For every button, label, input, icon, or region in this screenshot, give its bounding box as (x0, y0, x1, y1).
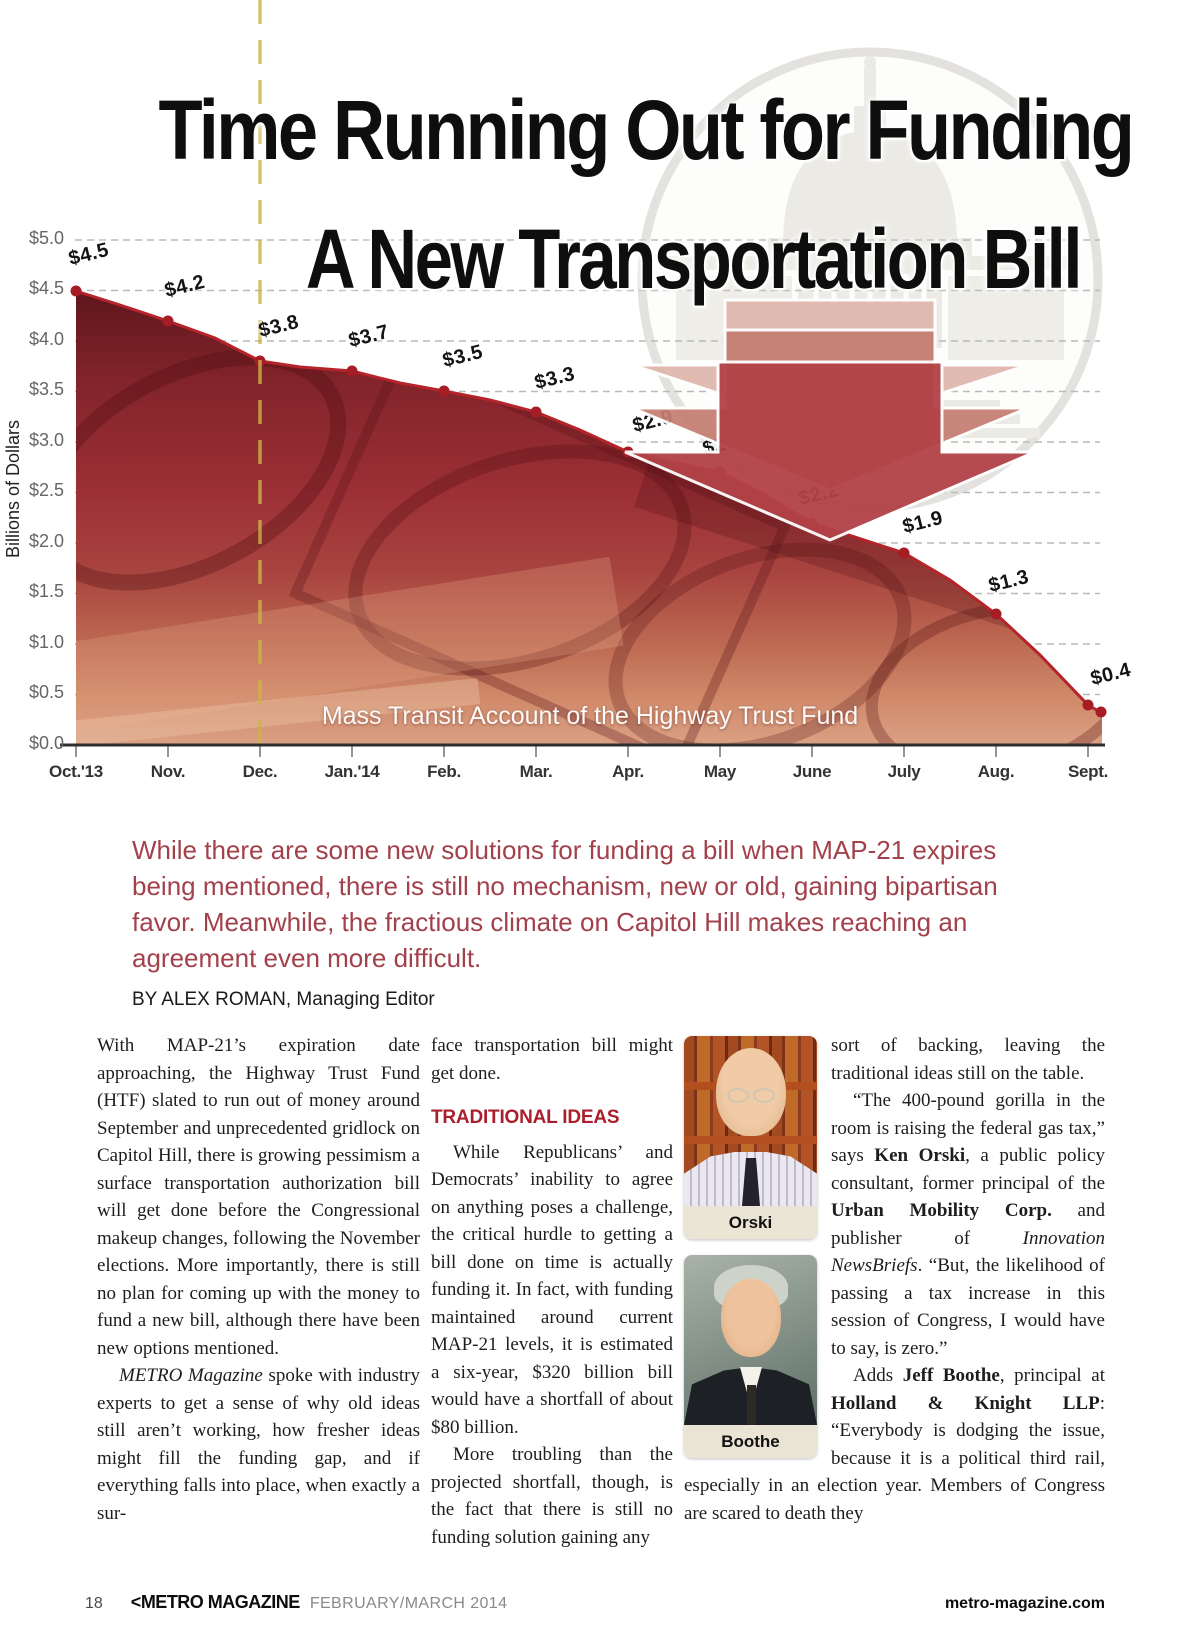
declining-arrows-graphic (624, 298, 1036, 542)
paragraph-text: , a public policy consultant, former pri… (831, 1145, 1105, 1194)
x-tick: Oct.'13 (49, 762, 103, 781)
website-url: metro-magazine.com (944, 1595, 1105, 1612)
boothe-face (721, 1279, 781, 1357)
magazine-brand: <METRO MAGAZINE (130, 1592, 301, 1613)
paragraph-text: : “Everybody is dodging the issue, becau… (684, 1392, 1105, 1524)
paragraph-text: spoke with industry experts to get a sen… (97, 1365, 421, 1524)
paragraph: “The 400-pound gorilla in the room is ra… (684, 1087, 1105, 1362)
x-tick: Feb. (427, 762, 461, 781)
x-tick: Aug. (977, 762, 1015, 781)
person-name: Jeff Boothe (902, 1365, 1000, 1386)
paragraph: More troubling than the projected shortf… (431, 1444, 673, 1548)
y-tick: $3.5 (28, 379, 64, 399)
y-tick: $0.5 (28, 682, 64, 702)
x-tick: Dec. (242, 762, 278, 781)
boothe-photo-card: Boothe (684, 1255, 817, 1458)
paragraph: METRO Magazine spoke with industry exper… (97, 1362, 420, 1527)
boothe-photo (684, 1255, 817, 1425)
x-tick: Apr. (612, 762, 644, 781)
magazine-name: METRO Magazine (119, 1365, 263, 1386)
headline-line-1: Time Running Out for Funding (158, 83, 1135, 177)
column-3-with-photos: Orski Boothe sort of backing, leaving th… (684, 1032, 1105, 1551)
photo-caption: Orski (684, 1206, 817, 1239)
article-body: With MAP-21’s expiration date approachin… (97, 1032, 1105, 1551)
paragraph-text: “The 400-pound gorilla in the room is ra… (831, 1090, 1105, 1166)
paragraph: face transportation bill might get done. (431, 1035, 673, 1084)
y-tick: $4.0 (28, 329, 64, 349)
photo-caption: Boothe (684, 1425, 817, 1458)
orski-photo-card: Orski (684, 1036, 817, 1239)
person-name: Ken Orski (874, 1145, 966, 1166)
page-footer: 18 <METRO MAGAZINE FEBRUARY/MARCH 2014 m… (85, 1592, 1105, 1613)
y-tick: $2.0 (28, 531, 64, 551)
y-tick: $1.5 (28, 581, 64, 601)
x-tick: June (792, 762, 832, 781)
y-tick: $0.0 (28, 733, 64, 753)
y-tick: $4.5 (28, 278, 64, 298)
x-tick: July (887, 762, 921, 781)
x-axis (60, 743, 1105, 757)
column-2: face transportation bill might get done.… (431, 1032, 673, 1551)
headline: Time Running Out for Funding A New Trans… (0, 78, 1135, 336)
brand-name: METRO MAGAZINE (140, 1592, 301, 1612)
paragraph: With MAP-21’s expiration date approachin… (97, 1035, 420, 1359)
deck: While there are some new solutions for f… (132, 832, 1012, 1011)
capitol-silhouette (660, 56, 1080, 438)
hero-chart-section: $5.0 $4.5 $4.0 $3.5 $3.0 $2.5 $2.0 $1.5 … (0, 0, 1200, 812)
paragraph-text: and publisher of (831, 1200, 1105, 1249)
y-tick: $5.0 (28, 228, 64, 248)
brand-chevron-icon: < (130, 1592, 142, 1612)
paragraph: sort of backing, leaving the traditional… (831, 1035, 1105, 1084)
x-tick: Jan.'14 (324, 762, 380, 781)
y-tick: $3.0 (28, 430, 64, 450)
y-tick: $2.5 (28, 480, 64, 500)
x-tick: Nov. (150, 762, 186, 781)
deck-text: While there are some new solutions for f… (132, 835, 998, 973)
paragraph: While Republicans’ and Democrats’ inabil… (431, 1141, 673, 1438)
paragraph-text: Adds (853, 1365, 903, 1386)
chart-title: Mass Transit Account of the Highway Trus… (321, 702, 859, 730)
company-name: Holland & Knight LLP (831, 1392, 1100, 1414)
publication-name: Innovation NewsBriefs (831, 1227, 1105, 1277)
x-tick: May (703, 762, 737, 781)
issue-date: FEBRUARY/MARCH 2014 (309, 1595, 508, 1612)
boothe-tie (747, 1385, 756, 1425)
x-tick: Mar. (519, 762, 553, 781)
paragraph-text: , principal at (999, 1365, 1105, 1386)
glasses (727, 1088, 775, 1103)
page-number: 18 (85, 1595, 103, 1612)
y-tick: $1.0 (28, 632, 64, 652)
arrow-dark (624, 360, 1036, 542)
paragraph: Adds Jeff Boothe, principal at Holland &… (684, 1362, 1105, 1527)
section-heading: TRADITIONAL IDEAS (431, 1107, 620, 1128)
paragraph-text: . “But, the likelihood of passing a tax … (831, 1255, 1105, 1359)
x-tick: Sept. (1067, 762, 1109, 781)
trend-line (75, 289, 1103, 715)
byline: BY ALEX ROMAN, Managing Editor (132, 989, 435, 1010)
orski-tie (742, 1158, 760, 1206)
headline-line-2: A New Transportation Bill (305, 212, 1083, 306)
company-name: Urban Mobility Corp. (831, 1200, 1052, 1221)
orski-photo (684, 1036, 817, 1206)
column-1: With MAP-21’s expiration date approachin… (97, 1032, 420, 1551)
